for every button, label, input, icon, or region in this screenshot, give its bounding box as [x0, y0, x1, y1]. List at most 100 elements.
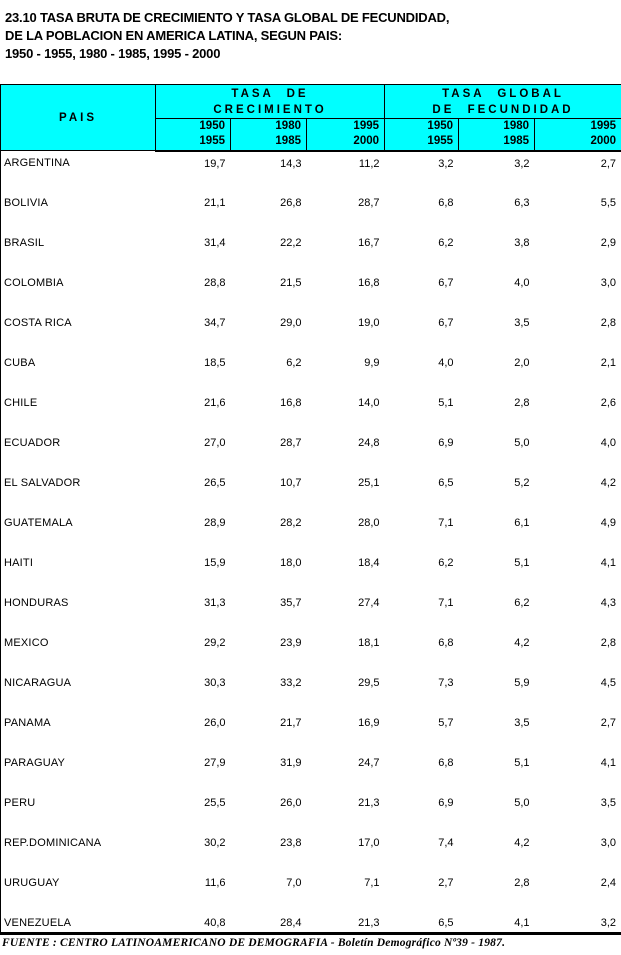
value-cell: 18,5 [204, 356, 226, 369]
value-cell: 6,5 [438, 916, 454, 929]
country-cell: PARAGUAY [4, 756, 66, 769]
table-row: COLOMBIA 28,8 21,5 16,8 6,7 4,0 3,0 [1, 271, 621, 311]
value-cell: 4,2 [514, 836, 530, 849]
value-cell: 4,0 [438, 356, 454, 369]
value-cell: 25,1 [358, 476, 380, 489]
value-cell: 2,8 [600, 636, 617, 649]
value-cell: 4,0 [514, 276, 530, 289]
table-row: REP.DOMINICANA 30,2 23,8 17,0 7,4 4,2 3,… [1, 831, 621, 871]
value-cell: 28,7 [358, 196, 380, 209]
value-cell: 6,7 [438, 276, 454, 289]
value-cell: 2,6 [600, 396, 617, 409]
value-cell: 4,1 [514, 916, 530, 929]
value-cell: 31,9 [280, 756, 302, 769]
value-cell: 6,1 [514, 516, 530, 529]
table-row: PARAGUAY 27,9 31,9 24,7 6,8 5,1 4,1 [1, 751, 621, 791]
table-row: ECUADOR 27,0 28,7 24,8 6,9 5,0 4,0 [1, 431, 621, 471]
value-cell: 5,1 [514, 556, 530, 569]
value-cell: 25,5 [204, 796, 226, 809]
value-cell: 3,5 [514, 716, 530, 729]
value-cell: 7,0 [286, 876, 302, 889]
value-cell: 5,0 [514, 796, 530, 809]
value-cell: 29,5 [358, 676, 380, 689]
table-row: VENEZUELA 40,8 28,4 21,3 6,5 4,1 3,2 [1, 911, 621, 934]
country-cell: BRASIL [4, 236, 45, 249]
value-cell: 21,1 [204, 196, 226, 209]
group1-line-1: TASA DE [231, 87, 309, 100]
country-cell: GUATEMALA [4, 516, 73, 529]
value-cell: 3,2 [438, 157, 454, 170]
group2-line-2: DE FECUNDIDAD [432, 103, 574, 116]
country-cell: CHILE [4, 396, 38, 409]
value-cell: 6,8 [438, 196, 454, 209]
value-cell: 16,9 [358, 716, 380, 729]
value-cell: 9,9 [364, 356, 380, 369]
value-cell: 5,5 [600, 196, 617, 209]
value-cell: 7,3 [438, 676, 454, 689]
table-row: BRASIL 31,4 22,2 16,7 6,2 3,8 2,9 [1, 231, 621, 271]
country-cell: BOLIVIA [4, 196, 49, 209]
value-cell: 4,0 [600, 436, 617, 449]
column-header-pais: PAIS [0, 84, 156, 151]
value-cell: 16,8 [280, 396, 302, 409]
value-cell: 2,9 [600, 236, 617, 249]
period-header-crecimiento-3: 1995 2000 [305, 118, 386, 152]
value-cell: 27,0 [204, 436, 226, 449]
value-cell: 6,7 [438, 316, 454, 329]
value-cell: 16,8 [358, 276, 380, 289]
table-row: CHILE 21,6 16,8 14,0 5,1 2,8 2,6 [1, 391, 621, 431]
country-cell: HONDURAS [4, 596, 69, 609]
value-cell: 28,2 [280, 516, 302, 529]
value-cell: 2,1 [600, 356, 617, 369]
value-cell: 2,8 [514, 876, 530, 889]
value-cell: 29,0 [280, 316, 302, 329]
value-cell: 30,2 [204, 836, 226, 849]
value-cell: 40,8 [204, 916, 226, 929]
value-cell: 27,9 [204, 756, 226, 769]
table-row: ARGENTINA 19,7 14,3 11,2 3,2 3,2 2,7 [1, 151, 621, 191]
period-header-fecundidad-2: 1980 1985 [458, 118, 536, 152]
country-cell: MEXICO [4, 636, 49, 649]
period-header-crecimiento-2: 1980 1985 [230, 118, 307, 152]
value-cell: 16,7 [358, 236, 380, 249]
source-note: FUENTE : CENTRO LATINOAMERICANO DE DEMOG… [2, 937, 506, 949]
country-cell: ARGENTINA [4, 157, 70, 169]
value-cell: 11,6 [204, 876, 226, 889]
table-row: EL SALVADOR 26,5 10,7 25,1 6,5 5,2 4,2 [1, 471, 621, 511]
country-cell: REP.DOMINICANA [4, 836, 102, 849]
country-cell: COLOMBIA [4, 276, 64, 289]
value-cell: 31,3 [204, 596, 226, 609]
table-body: ARGENTINA 19,7 14,3 11,2 3,2 3,2 2,7 BOL… [1, 151, 621, 934]
statistics-table: PAIS TASA DE CRECIMIENTO TASA GLOBAL DE … [0, 84, 621, 935]
value-cell: 3,0 [600, 276, 617, 289]
value-cell: 6,2 [438, 556, 454, 569]
title-line-1: 23.10 TASA BRUTA DE CRECIMIENTO Y TASA G… [5, 10, 450, 25]
value-cell: 21,7 [280, 716, 302, 729]
value-cell: 6,8 [438, 756, 454, 769]
value-cell: 4,2 [600, 476, 617, 489]
table-row: URUGUAY 11,6 7,0 7,1 2,7 2,8 2,4 [1, 871, 621, 911]
value-cell: 28,9 [204, 516, 226, 529]
value-cell: 18,4 [358, 556, 380, 569]
value-cell: 4,1 [600, 756, 617, 769]
value-cell: 29,2 [204, 636, 226, 649]
value-cell: 6,9 [438, 436, 454, 449]
value-cell: 4,2 [514, 636, 530, 649]
value-cell: 4,9 [600, 516, 617, 529]
value-cell: 28,8 [204, 276, 226, 289]
group2-line-1: TASA GLOBAL [442, 87, 564, 100]
value-cell: 26,5 [204, 476, 226, 489]
country-cell: PANAMA [4, 716, 51, 729]
country-cell: HAITI [4, 556, 34, 569]
value-cell: 7,1 [438, 596, 454, 609]
value-cell: 22,2 [280, 236, 302, 249]
value-cell: 19,0 [358, 316, 380, 329]
value-cell: 5,7 [438, 716, 454, 729]
value-cell: 2,8 [514, 396, 530, 409]
value-cell: 10,7 [280, 476, 302, 489]
period-header-fecundidad-1: 1950 1955 [384, 118, 460, 152]
value-cell: 3,2 [600, 916, 617, 929]
country-cell: ECUADOR [4, 436, 61, 449]
value-cell: 2,0 [514, 356, 530, 369]
value-cell: 27,4 [358, 596, 380, 609]
